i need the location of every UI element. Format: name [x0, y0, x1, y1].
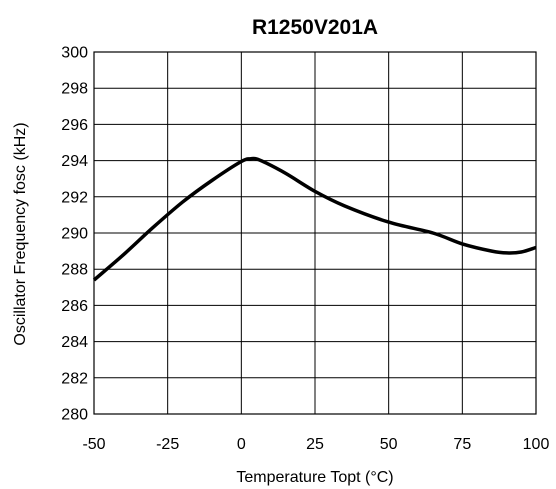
y-tick-label: 288 [61, 262, 88, 279]
y-axis-label: Oscillator Frequency fosc (kHz) [12, 122, 29, 345]
y-tick-label: 290 [61, 226, 88, 243]
y-tick-label: 284 [61, 334, 88, 351]
y-tick-label: 280 [61, 407, 88, 424]
y-axis-ticks: 280 282 284 286 288 290 292 294 296 298 300 [61, 45, 88, 424]
x-tick-label: 25 [306, 436, 324, 453]
x-axis-ticks: -50 -25 0 25 50 75 100 [82, 436, 549, 453]
y-tick-label: 286 [61, 298, 88, 315]
x-tick-label: -50 [82, 436, 105, 453]
y-tick-label: 298 [61, 81, 88, 98]
x-tick-label: 75 [453, 436, 471, 453]
y-tick-label: 300 [61, 45, 88, 62]
grid [94, 52, 536, 414]
x-tick-label: 100 [523, 436, 550, 453]
y-tick-label: 294 [61, 153, 88, 170]
y-tick-label: 292 [61, 189, 88, 206]
x-axis-label: Temperature Topt (°C) [236, 469, 393, 486]
y-tick-label: 296 [61, 117, 88, 134]
x-tick-label: 0 [237, 436, 246, 453]
chart-title: R1250V201A [252, 16, 378, 39]
y-tick-label: 282 [61, 370, 88, 387]
x-tick-label: 50 [380, 436, 398, 453]
x-tick-label: -25 [156, 436, 179, 453]
